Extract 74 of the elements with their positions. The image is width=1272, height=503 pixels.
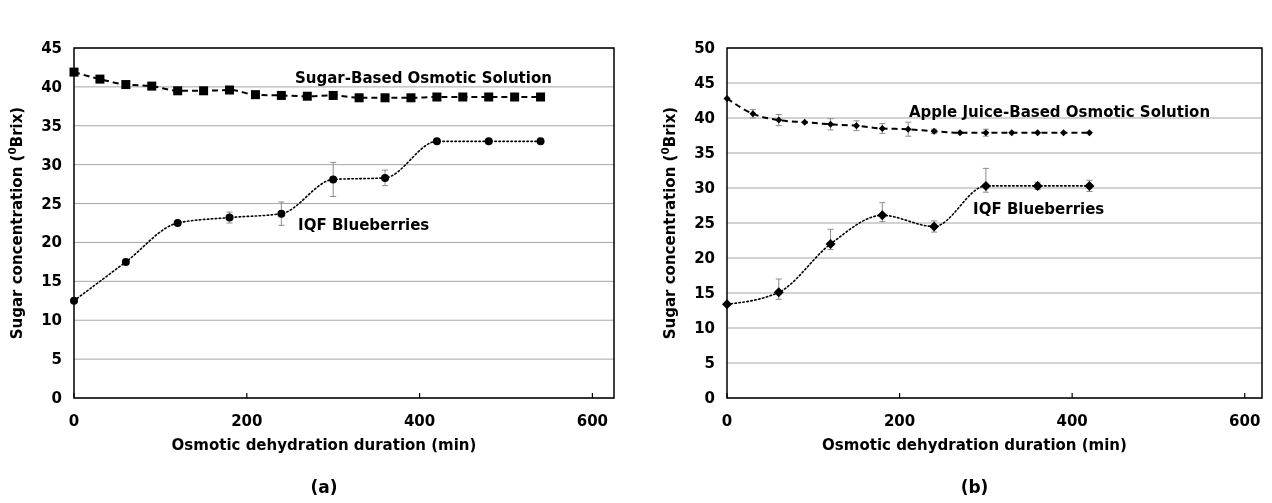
point [380,93,390,103]
y-tick-label: 15 [41,272,62,291]
point [432,92,442,102]
point [904,125,912,133]
x-tick-label: 200 [231,412,263,430]
y-tick-label: 10 [694,319,715,337]
x-tick-label: 0 [68,412,80,430]
y-tick-label: 50 [694,39,715,57]
point [121,80,131,90]
point [1008,129,1016,137]
x-tick-label: 200 [883,412,916,430]
point [536,137,545,146]
point [276,90,286,100]
point [277,209,286,218]
point [536,92,546,102]
text: (b) [960,477,989,497]
text: (a) [310,477,338,497]
point [956,129,964,137]
point [95,74,105,84]
point [328,90,338,100]
point [432,137,441,146]
series-label: IQF Blueberries [298,215,430,234]
point [354,93,364,103]
y-tick-label: 35 [694,144,715,162]
point [801,118,809,126]
point [147,81,157,91]
series-label: Sugar-Based Osmotic Solution [295,69,552,87]
point [484,137,493,146]
point [199,86,209,96]
point [723,94,731,102]
point [1085,129,1093,137]
point [173,86,183,96]
y-tick-label: 30 [41,155,62,174]
point [406,93,416,103]
point [121,257,130,266]
x-axis-title: Osmotic dehydration duration (min) [171,436,477,454]
y-tick-label: 40 [41,77,62,96]
point [722,299,732,310]
x-tick-label: 0 [721,412,733,430]
point [225,85,235,95]
point [250,90,260,100]
y-tick-label: 30 [694,179,715,197]
y-tick-label: 25 [41,194,62,213]
point [1060,129,1068,137]
y-tick-label: 40 [694,109,715,127]
y-tick-label: 5 [51,350,62,369]
point [69,67,79,77]
y-tick-label: 0 [51,389,62,407]
point [302,91,312,101]
y-tick-label: 10 [41,311,62,330]
y-tick-label: 45 [41,39,62,57]
series-label: IQF Blueberries [973,199,1105,218]
y-tick-label: 20 [41,233,62,252]
y-tick-label: 5 [704,354,715,372]
point [1034,129,1042,137]
y-tick-label: 20 [694,249,715,267]
point [329,175,338,184]
point [484,92,494,102]
x-tick-label: 600 [1229,412,1261,430]
point [381,173,390,182]
point [70,296,78,305]
point [510,92,520,102]
x-tick-label: 400 [403,412,436,430]
y-tick-label: 0 [704,389,715,407]
y-tick-label: 15 [694,284,715,302]
point [458,92,468,102]
x-tick-label: 600 [576,412,609,430]
series-label: Apple Juice-Based Osmotic Solution [908,103,1211,122]
y-tick-label: 35 [41,116,62,135]
y-tick-label: 45 [694,74,715,92]
y-tick-label: 25 [694,214,715,232]
x-axis-title: Osmotic dehydration duration (min) [822,436,1127,454]
x-tick-label: 400 [1056,412,1088,430]
point [173,219,182,227]
